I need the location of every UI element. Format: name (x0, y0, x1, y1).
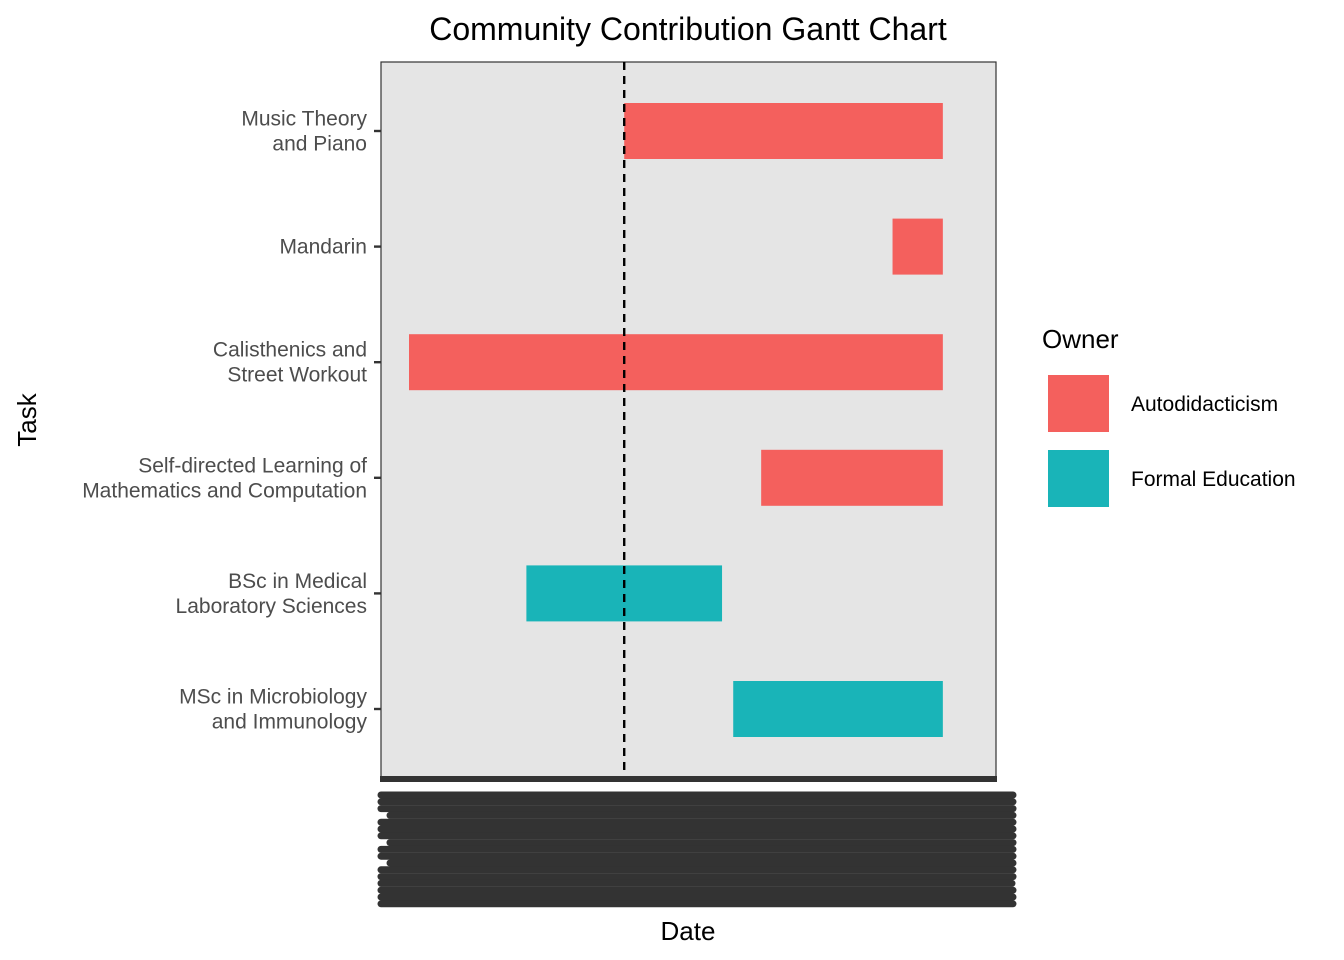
y-tick-label: MSc in Microbiology (179, 686, 367, 709)
y-tick-label: and Piano (272, 133, 367, 156)
y-axis-title: Task (12, 392, 42, 446)
gantt-bar (761, 449, 943, 506)
y-tick-label: Laboratory Sciences (176, 595, 367, 618)
y-tick-label: Mandarin (279, 236, 367, 259)
gantt-bar (409, 334, 943, 391)
legend-swatch (1048, 375, 1109, 432)
y-tick-label: Self-directed Learning of (138, 454, 367, 477)
x-axis-title: Date (661, 916, 716, 946)
gantt-bar (892, 218, 943, 275)
x-axis-tick-band (380, 776, 997, 782)
x-tick-labels-overlapped (377, 791, 1017, 908)
y-tick-label: Street Workout (227, 364, 367, 387)
gantt-bar (624, 103, 943, 159)
y-tick-label: and Immunology (212, 711, 368, 734)
gantt-bar (733, 681, 943, 737)
legend-label: Autodidacticism (1131, 393, 1278, 416)
chart-title: Community Contribution Gantt Chart (429, 11, 947, 47)
plot-panel (380, 61, 997, 779)
legend-swatch (1048, 450, 1109, 507)
legend: Owner Autodidacticism Formal Education (1042, 324, 1296, 507)
y-tick-label: Music Theory (241, 108, 367, 131)
legend-label: Formal Education (1131, 468, 1296, 491)
y-tick-label: Mathematics and Computation (82, 479, 367, 502)
y-tick-label: BSc in Medical (228, 570, 367, 593)
legend-items: Autodidacticism Formal Education (1048, 375, 1296, 507)
x-axis (377, 776, 1017, 908)
y-tick-label: Calisthenics and (213, 339, 367, 362)
legend-title: Owner (1042, 324, 1119, 354)
